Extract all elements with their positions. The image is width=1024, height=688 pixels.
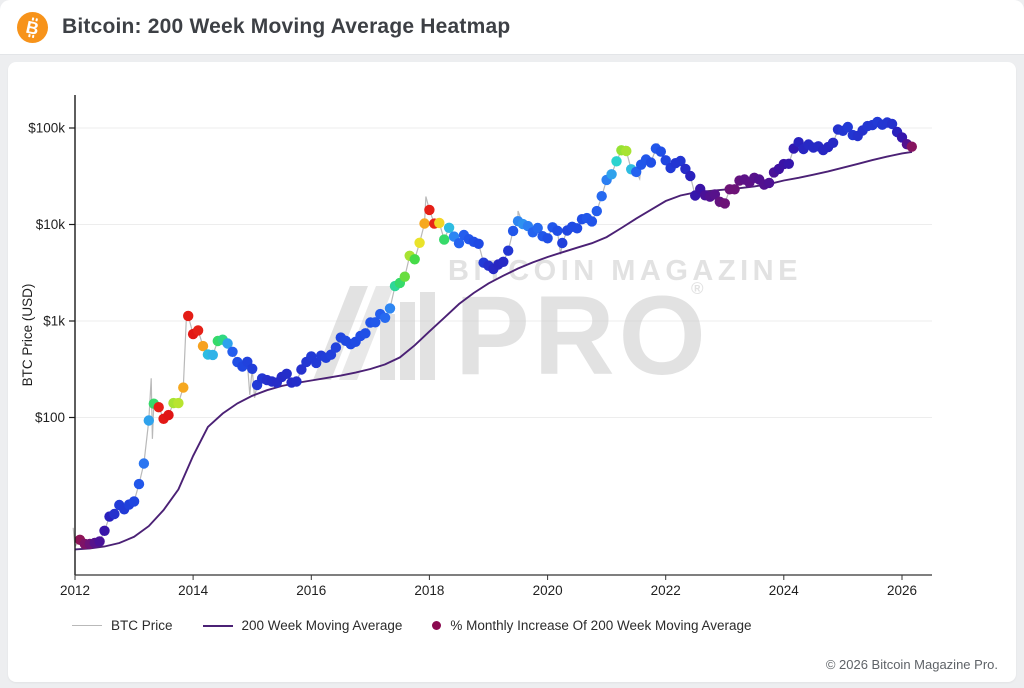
watermark: BITCOIN MAGAZINE PRO ® (313, 255, 797, 398)
svg-text:2018: 2018 (414, 583, 444, 598)
svg-text:2022: 2022 (651, 583, 681, 598)
svg-text:®: ® (691, 279, 704, 298)
x-axis: 2012 2014 2016 2018 2020 2022 2024 2026 (60, 574, 932, 598)
page-title: Bitcoin: 200 Week Moving Average Heatmap (62, 15, 511, 38)
bitcoin-logo-icon: B (17, 11, 48, 43)
header: B Bitcoin: 200 Week Moving Average Heatm… (0, 0, 1024, 55)
y-axis: $100k $10k $1k $100 BTC Price (USD) (20, 95, 76, 575)
legend-label-btc-price: BTC Price (111, 618, 173, 633)
legend-item-200wma[interactable]: 200 Week Moving Average (202, 618, 403, 633)
ma-line (74, 150, 913, 551)
svg-text:$1k: $1k (43, 314, 65, 329)
svg-text:$100k: $100k (28, 121, 65, 136)
svg-text:2014: 2014 (178, 583, 209, 598)
svg-text:2024: 2024 (769, 583, 800, 598)
copyright-text: © 2026 Bitcoin Magazine Pro. (825, 657, 998, 672)
heatmap-chart[interactable]: BITCOIN MAGAZINE PRO ® $100k $10k $1k $1… (8, 62, 1016, 610)
btc-price-line-swatch-icon (72, 625, 102, 626)
legend-label-200wma: 200 Week Moving Average (241, 618, 403, 633)
legend-item-ma-increase[interactable]: % Monthly Increase Of 200 Week Moving Av… (432, 618, 752, 633)
chart-legend: BTC Price 200 Week Moving Average % Mont… (72, 618, 1016, 633)
svg-text:B: B (24, 16, 41, 38)
y-axis-title: BTC Price (USD) (20, 284, 35, 387)
svg-text:2012: 2012 (60, 583, 90, 598)
svg-text:$100: $100 (35, 410, 65, 425)
legend-item-btc-price[interactable]: BTC Price (72, 618, 173, 633)
svg-text:2020: 2020 (533, 583, 563, 598)
heatmap-dots[interactable] (74, 116, 917, 550)
chart-card: BITCOIN MAGAZINE PRO ® $100k $10k $1k $1… (8, 62, 1016, 682)
svg-text:2026: 2026 (887, 583, 917, 598)
svg-text:PRO: PRO (455, 273, 710, 398)
ma-line-swatch-icon (202, 624, 233, 627)
ma-increase-dot-swatch-icon (432, 621, 442, 630)
legend-label-ma-increase: % Monthly Increase Of 200 Week Moving Av… (450, 618, 752, 633)
svg-text:$10k: $10k (36, 217, 66, 232)
svg-text:2016: 2016 (296, 583, 326, 598)
